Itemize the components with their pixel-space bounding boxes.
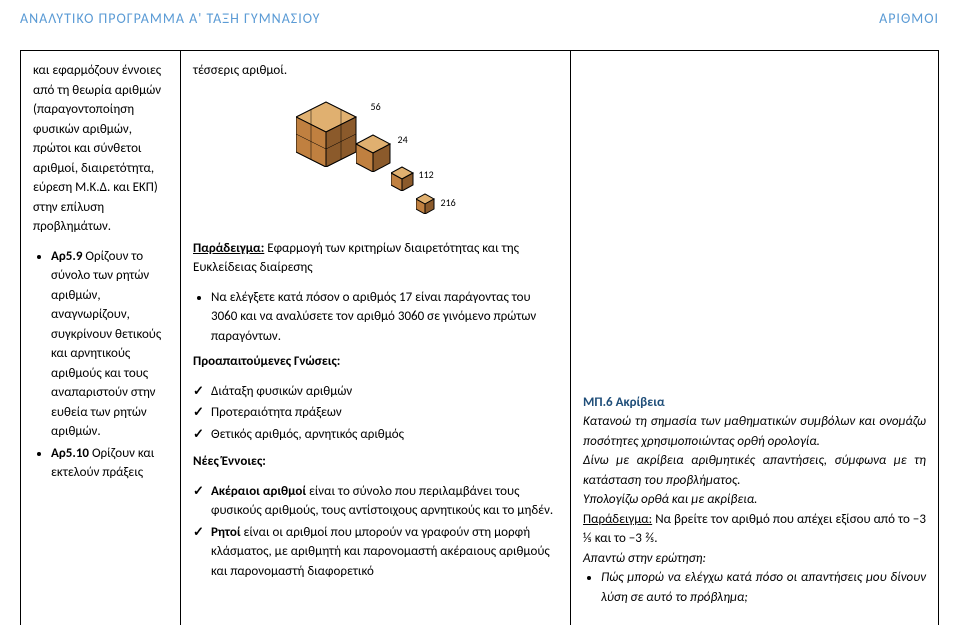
cube-label-24: 24 [398, 132, 408, 147]
mp6-p3: Υπολογίζω ορθά και με ακρίβεια. [583, 490, 926, 510]
prereq-title: Προαπαιτούμενες Γνώσεις: [193, 352, 558, 372]
col2-top: τέσσερις αριθμοί. [193, 61, 558, 81]
new2-bold: Ρητοί [211, 525, 241, 540]
cube-diagram: 56 24 112 [276, 87, 476, 227]
cube-small-1 [391, 165, 417, 191]
new1-bold: Ακέραιοι αριθμοί [211, 484, 306, 499]
prereq-2: Προτεραιότητα πράξεων [193, 403, 558, 423]
main-table: και εφαρμόζουν έννοιες από τη θεωρία αρι… [20, 50, 939, 625]
header-left: ΑΝΑΛΥΤΙΚΟ ΠΡΟΓΡΑΜΜΑ Α' ΤΑΞΗ ΓΥΜΝΑΣΙΟΥ [20, 10, 321, 27]
col1-bullet2: Αρ5.10 Ορίζουν και εκτελούν πράξεις [51, 444, 168, 483]
col1-p1: και εφαρμόζουν έννοιες από τη θεωρία αρι… [33, 61, 168, 237]
new2-rest: είναι οι αριθμοί που μπορούν να γραφούν … [211, 525, 550, 579]
col1-b1-text: Ορίζουν το σύνολο των ρητών αριθμών, ανα… [51, 249, 161, 440]
col1-b1-code: Αρ5.9 [51, 249, 82, 264]
mp6-b1: Πώς μπορώ να ελέγχω κατά πόσο οι απαντήσ… [601, 568, 926, 607]
mp6-title: ΜΠ.6 Ακρίβεια [583, 393, 926, 413]
cube-label-112: 112 [419, 167, 434, 182]
col-objectives: και εφαρμόζουν έννοιες από τη θεωρία αρι… [20, 50, 180, 625]
prereq-1: Διάταξη φυσικών αριθμών [193, 382, 558, 402]
new-title: Νέες Έννοιες: [193, 452, 558, 472]
cube-small-2 [416, 192, 438, 214]
col1-bullet1: Αρ5.9 Ορίζουν το σύνολο των ρητών αριθμώ… [51, 247, 168, 442]
col-content: τέσσερις αριθμοί. 56 [180, 50, 570, 625]
cube-medium [356, 132, 396, 172]
col2-example-title: Παράδειγμα: [193, 241, 264, 256]
mp6-example: Παράδειγμα: Να βρείτε τον αριθμό που απέ… [583, 510, 926, 549]
mp6-p1: Κατανοώ τη σημασία των μαθηματικών συμβό… [583, 412, 926, 451]
prereq-3: Θετικός αριθμός, αρνητικός αριθμός [193, 425, 558, 445]
mp6-p2: Δίνω με ακρίβεια αριθμητικές απαντήσεις,… [583, 451, 926, 490]
new-1: Ακέραιοι αριθμοί είναι το σύνολο που περ… [193, 482, 558, 521]
mp6-answer: Απαντώ στην ερώτηση: [583, 549, 926, 569]
cube-label-56: 56 [371, 99, 381, 114]
cube-label-216: 216 [441, 195, 456, 210]
new-2: Ρητοί είναι οι αριθμοί που μπορούν να γρ… [193, 523, 558, 582]
col2-example-b1: Να ελέγξετε κατά πόσον ο αριθμός 17 είνα… [211, 288, 558, 347]
col1-b2-code: Αρ5.10 [51, 446, 89, 461]
col2-example: Παράδειγμα: Εφαρμογή των κριτηρίων διαιρ… [193, 239, 558, 278]
col-math-practices: ΜΠ.6 Ακρίβεια Κατανοώ τη σημασία των μαθ… [570, 50, 939, 625]
header-right: ΑΡΙΘΜΟΙ [879, 10, 939, 27]
mp6-ex-title: Παράδειγμα: [583, 512, 652, 527]
